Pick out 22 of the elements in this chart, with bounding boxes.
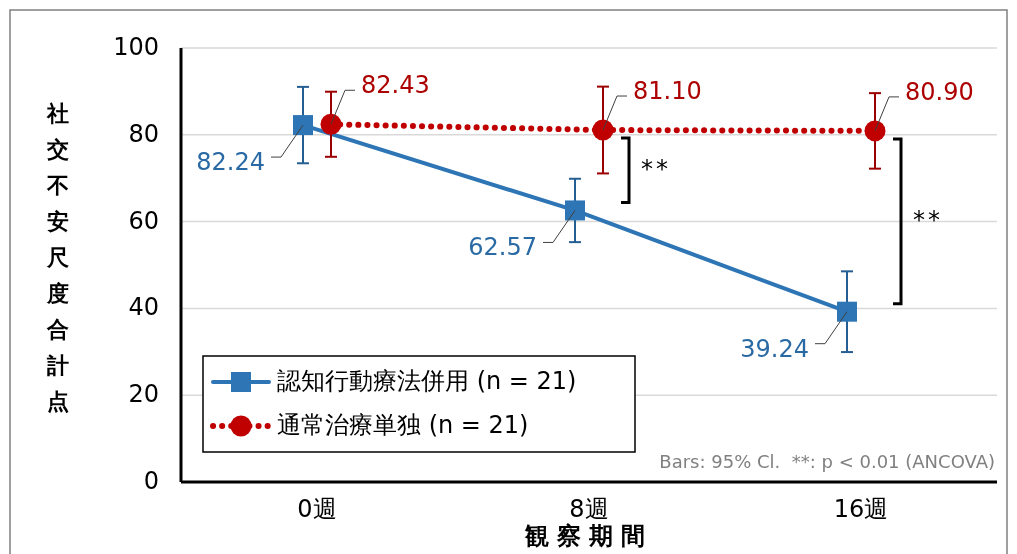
legend-label: 通常治療単独 (n = 21) [277, 411, 529, 439]
data-label: 82.43 [361, 71, 430, 100]
legend-label: 認知行動療法併用 (n = 21) [277, 367, 577, 395]
x-tick-label: 16週 [833, 495, 889, 523]
y-tick-label: 40 [128, 293, 159, 322]
data-label: 82.24 [196, 148, 265, 177]
annotation: Bars: 95% Cl. **: p < 0.01 (ANCOVA) [659, 451, 995, 472]
data-label: 62.57 [468, 233, 537, 262]
y-tick-label: 100 [113, 33, 159, 61]
annotation: ** [913, 206, 943, 235]
y-tick-label: 80 [128, 119, 159, 148]
y-tick-label: 20 [128, 380, 159, 409]
data-label: 81.10 [633, 77, 702, 106]
data-label: 80.90 [905, 77, 974, 106]
annotation: ** [641, 155, 671, 184]
text: 社交不安尺度合計点 [47, 101, 69, 414]
x-tick-label: 8週 [569, 495, 609, 523]
x-axis-title: 観察期間 [524, 522, 653, 550]
x-tick-label: 0週 [297, 495, 337, 523]
data-label: 39.24 [740, 334, 809, 363]
y-tick-label: 60 [128, 206, 159, 235]
y-tick-label: 0 [143, 467, 159, 495]
